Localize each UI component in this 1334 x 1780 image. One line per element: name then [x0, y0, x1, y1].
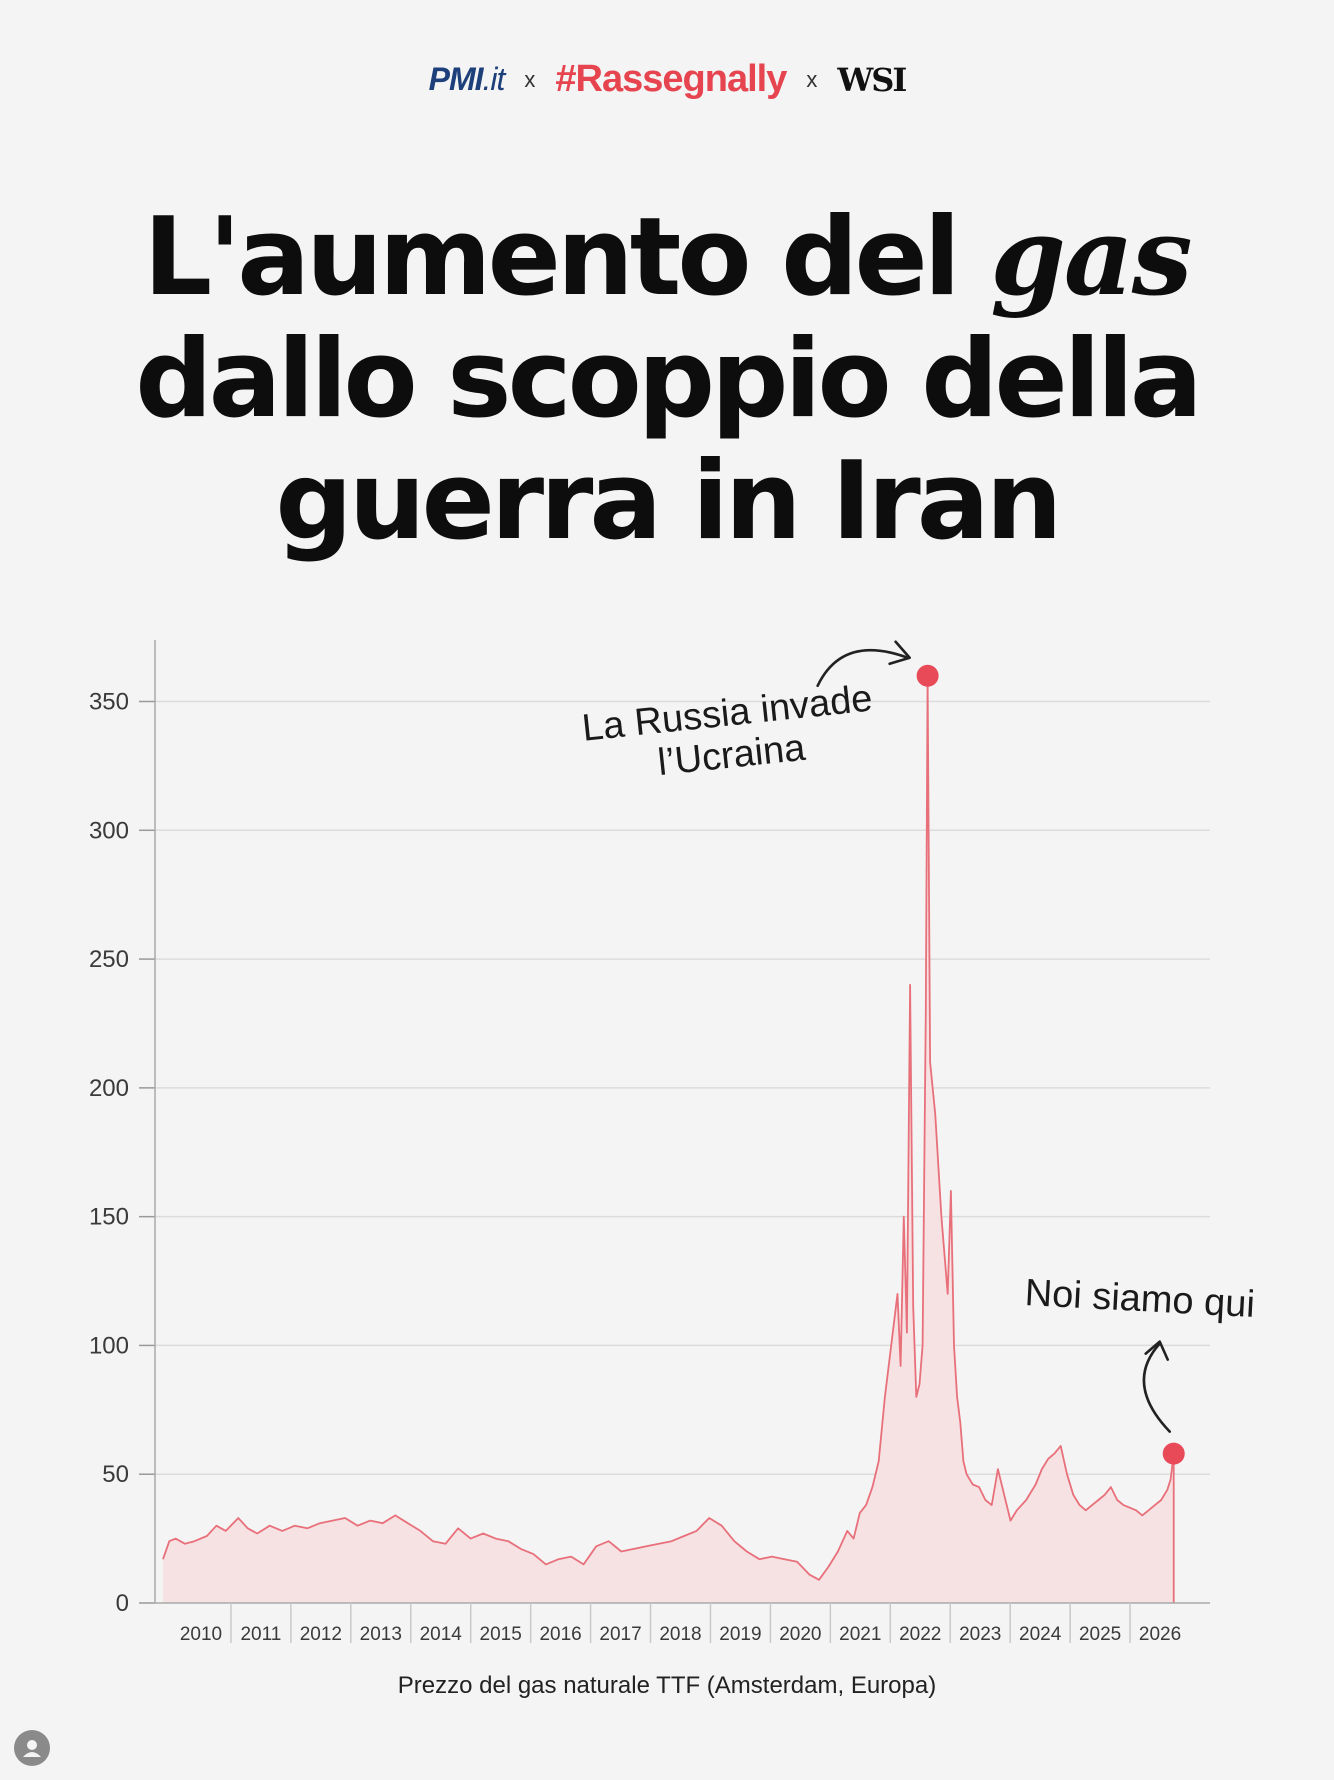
highlight-markers [916, 664, 1185, 1465]
highlight-marker [916, 664, 939, 687]
x-tick-label: 2011 [240, 1624, 281, 1645]
brand-separator: x [524, 66, 536, 92]
arrowhead-here [1144, 1340, 1170, 1361]
x-tick-label: 2012 [300, 1624, 342, 1645]
wsi-logo: WSI [837, 60, 907, 99]
y-tick-label: 350 [89, 689, 129, 716]
arrow-russia [816, 649, 909, 688]
highlight-marker [1162, 1442, 1185, 1465]
x-tick-label: 2019 [719, 1624, 761, 1645]
y-tick-label: 300 [89, 817, 129, 844]
brand-row: PMI.it x #Rassegnally x WSI [0, 58, 1334, 101]
x-tick-label: 2013 [360, 1624, 402, 1645]
y-tick-labels: 0 50 100 150 200 250 300 350 [89, 689, 129, 1617]
x-tick-label: 2010 [180, 1624, 222, 1645]
title-line-3: guerra in Iran [275, 439, 1062, 564]
x-tick-label: 2026 [1139, 1624, 1181, 1645]
y-tick-label: 100 [89, 1332, 129, 1359]
x-tick-label: 2022 [899, 1624, 941, 1645]
avatar-icon[interactable] [14, 1730, 50, 1766]
rassegnally-logo: #Rassegnally [555, 58, 787, 100]
chart-caption: Prezzo del gas naturale TTF (Amsterdam, … [397, 1672, 937, 1699]
annotation-arrows [816, 640, 1172, 1433]
brand-separator: x [806, 66, 818, 92]
x-tick-label: 2021 [839, 1624, 881, 1645]
y-tick-label: 250 [89, 946, 129, 973]
x-tick-labels: 2010 2011 2012 2013 2014 2015 2016 2017 2018 2019… [180, 1624, 1181, 1645]
y-tick-label: 0 [116, 1590, 129, 1617]
page-title: L'aumento del gas dallo scoppio della gu… [0, 196, 1334, 563]
x-tick-label: 2016 [539, 1624, 581, 1645]
gas-price-chart: 2010 2011 2012 2013 2014 2015 2016 2017 2018 2019… [89, 640, 1210, 1645]
series-line [162, 674, 1175, 1581]
x-tick-label: 2018 [659, 1624, 701, 1645]
arrowhead-russia [888, 640, 911, 666]
series-area [163, 675, 1174, 1603]
area-series [162, 674, 1175, 1603]
axes [139, 640, 1210, 1643]
grid-lines [155, 700, 1210, 1475]
arrow-here [1142, 1342, 1172, 1433]
x-tick-label: 2024 [1019, 1624, 1062, 1645]
pmi-logo: PMI.it [428, 61, 506, 97]
y-tick-label: 150 [89, 1204, 129, 1231]
y-tick-label: 50 [102, 1461, 129, 1488]
title-line-1: L'aumento del gas [143, 194, 1192, 320]
title-line-2: dallo scoppio della [135, 317, 1202, 442]
x-tick-label: 2025 [1079, 1624, 1121, 1645]
x-tick-label: 2017 [599, 1624, 641, 1645]
user-icon [23, 1740, 41, 1757]
x-tick-label: 2015 [480, 1624, 522, 1645]
x-tick-label: 2020 [779, 1624, 821, 1645]
x-tick-label: 2014 [420, 1624, 463, 1645]
y-tick-label: 200 [89, 1075, 129, 1102]
x-tick-label: 2023 [959, 1624, 1001, 1645]
